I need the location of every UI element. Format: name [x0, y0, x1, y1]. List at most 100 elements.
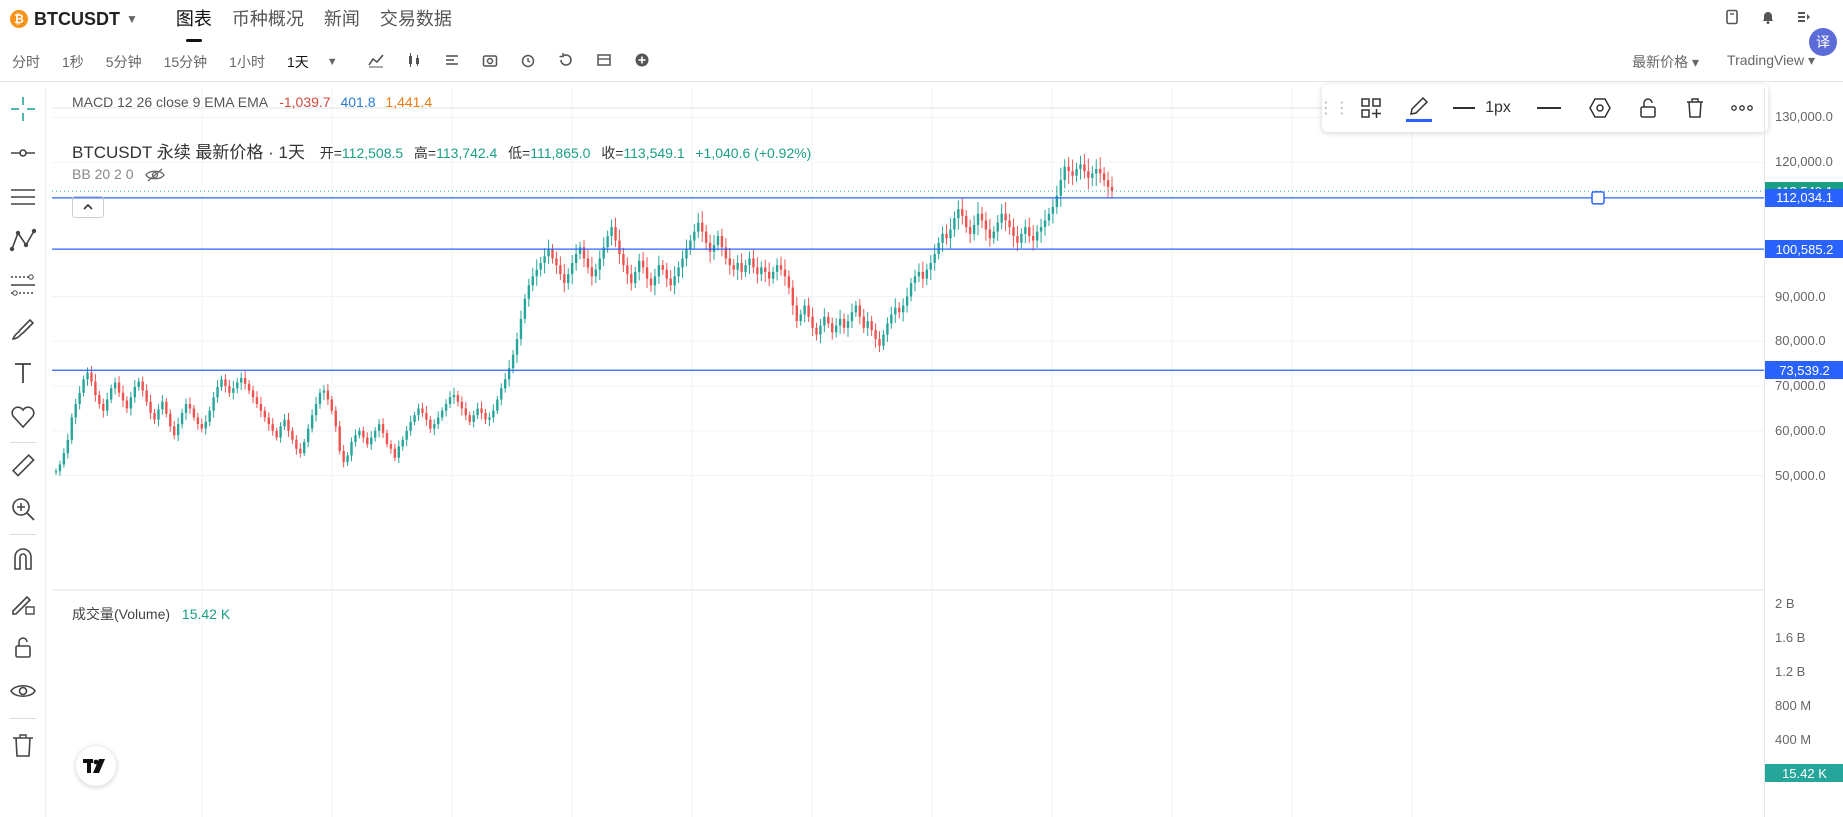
brush-icon[interactable]: [8, 314, 38, 344]
candle-body: [937, 242, 940, 254]
book-icon[interactable]: [1723, 8, 1741, 26]
bell-icon[interactable]: [1759, 8, 1777, 26]
drag-handle-icon[interactable]: ⋮⋮: [1318, 100, 1350, 117]
candle-body: [748, 258, 751, 266]
candle-body: [259, 403, 263, 411]
magnet-icon[interactable]: [8, 544, 38, 574]
price-type-select[interactable]: 最新价格 ▾: [1632, 54, 1700, 70]
candle-body: [783, 269, 787, 277]
ruler-icon[interactable]: [8, 450, 38, 480]
replay-icon[interactable]: [558, 52, 574, 72]
candle-body: [1059, 180, 1062, 196]
layout-icon[interactable]: [596, 52, 612, 72]
candle-body: [701, 222, 704, 232]
candle-body: [283, 419, 286, 427]
line-width-select[interactable]: 1px: [1442, 84, 1522, 132]
volume-value: 15.42 K: [181, 606, 231, 622]
volume-legend[interactable]: 成交量(Volume) 15.42 K: [72, 604, 230, 624]
zoom-in-icon[interactable]: [8, 494, 38, 524]
candle-type-icon[interactable]: [406, 52, 422, 72]
collapse-legend-button[interactable]: [72, 196, 104, 218]
screenshot-icon[interactable]: [482, 52, 498, 72]
candle-body: [929, 262, 932, 270]
candle-body: [393, 448, 397, 458]
candle-body: [1024, 227, 1027, 234]
line-tool-icon[interactable]: [8, 138, 38, 168]
view-mode-select[interactable]: TradingView ▾: [1727, 52, 1815, 68]
candle-body: [992, 231, 995, 239]
candle-body: [109, 388, 113, 400]
candle-body: [1063, 166, 1066, 181]
delete-drawing-icon[interactable]: [1672, 84, 1718, 132]
timeframe-dropdown-icon[interactable]: ▼: [326, 55, 338, 68]
fib-tool-icon[interactable]: [8, 270, 38, 300]
price-label-badge: 112,034.1: [1765, 188, 1843, 207]
price-chart-svg[interactable]: [52, 88, 1764, 817]
eye-off-icon[interactable]: [145, 166, 166, 182]
timeframe-tick[interactable]: 分时: [12, 53, 40, 70]
candle-body: [385, 433, 389, 445]
candle-body: [1047, 213, 1051, 221]
alert-icon[interactable]: [520, 52, 536, 72]
candle-body: [1008, 220, 1011, 228]
indicator-icon[interactable]: [367, 52, 384, 72]
pattern-tool-icon[interactable]: [8, 226, 38, 256]
candle-body: [976, 213, 980, 225]
candle-body: [370, 437, 373, 445]
timeframe-5m[interactable]: 5分钟: [105, 53, 142, 70]
macd-legend[interactable]: MACD 12 26 close 9 EMA EMA -1,039.7 401.…: [72, 94, 432, 110]
add-icon[interactable]: [634, 52, 650, 72]
candle-body: [1039, 227, 1043, 232]
symbol-name[interactable]: BTCUSDT: [34, 8, 120, 29]
tab-trading-data[interactable]: 交易数据: [379, 9, 452, 29]
lock-drawing-icon[interactable]: [8, 588, 38, 618]
open-value: 112,508.5: [341, 145, 404, 161]
candle-body: [255, 397, 259, 404]
settings-icon[interactable]: [1795, 8, 1813, 26]
timeframe-1h[interactable]: 1小时: [229, 53, 265, 70]
candle-body: [425, 412, 428, 420]
symbol-selector[interactable]: ₿ BTCUSDT ▼: [10, 9, 138, 30]
timeframe-15m[interactable]: 15分钟: [163, 53, 208, 70]
candle-body: [527, 285, 531, 299]
candle-body: [732, 265, 735, 270]
crosshair-icon[interactable]: [8, 94, 38, 124]
candle-body: [500, 388, 503, 400]
translate-icon[interactable]: 译: [1809, 28, 1837, 56]
timeframe-1d[interactable]: 1天: [286, 53, 309, 70]
timeframe-1s[interactable]: 1秒: [62, 53, 84, 70]
tab-news[interactable]: 新闻: [323, 9, 360, 29]
candle-body: [484, 412, 487, 420]
unlock-icon[interactable]: [8, 632, 38, 662]
macd-value-3: 1,441.4: [385, 94, 433, 110]
candle-body: [176, 424, 180, 436]
settings-hexagon-icon[interactable]: [1576, 84, 1624, 132]
candle-body: [953, 218, 956, 230]
horizontal-lines-icon[interactable]: [8, 182, 38, 212]
line-style-icon[interactable]: [1522, 84, 1576, 132]
candle-body: [661, 265, 665, 270]
heart-icon[interactable]: [8, 402, 38, 432]
lock-icon[interactable]: [1624, 84, 1672, 132]
pencil-color-icon[interactable]: [1396, 84, 1442, 132]
tab-coin-overview[interactable]: 币种概况: [231, 9, 304, 29]
text-tool-icon[interactable]: [8, 358, 38, 388]
template-icon[interactable]: [444, 52, 460, 72]
tab-chart[interactable]: 图表: [176, 0, 212, 42]
trash-icon[interactable]: [8, 730, 38, 760]
candle-body: [539, 262, 542, 270]
bb-legend[interactable]: BB 20 2 0: [72, 166, 166, 182]
candle-body: [1004, 213, 1007, 221]
candle-body: [346, 455, 349, 463]
price-scale[interactable]: 130,000.0 120,000.0 90,000.0 80,000.0 70,000…: [1764, 88, 1843, 817]
candle-body: [606, 236, 609, 248]
tradingview-logo-icon[interactable]: [76, 746, 116, 786]
candle-body: [744, 265, 747, 272]
candle-body: [318, 392, 322, 404]
candle-body: [515, 339, 519, 355]
eye-icon[interactable]: [8, 676, 38, 706]
object-tree-icon[interactable]: [1346, 84, 1396, 132]
chevron-down-icon[interactable]: ▼: [126, 12, 138, 26]
chart-area[interactable]: MACD 12 26 close 9 EMA EMA -1,039.7 401.…: [52, 88, 1843, 817]
more-options-icon[interactable]: [1718, 84, 1766, 132]
